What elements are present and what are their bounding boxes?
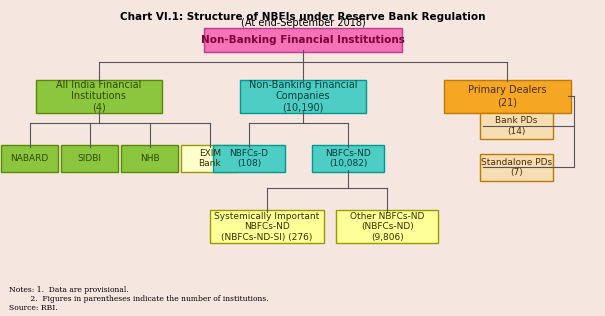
FancyBboxPatch shape — [121, 145, 178, 172]
Text: Notes: 1.  Data are provisional.
         2.  Figures in parentheses indicate th: Notes: 1. Data are provisional. 2. Figur… — [8, 286, 268, 313]
FancyBboxPatch shape — [61, 145, 118, 172]
FancyBboxPatch shape — [36, 80, 162, 112]
Text: All India Financial
Institutions
(4): All India Financial Institutions (4) — [56, 80, 142, 113]
FancyBboxPatch shape — [336, 210, 438, 243]
FancyBboxPatch shape — [240, 80, 366, 112]
FancyBboxPatch shape — [213, 145, 285, 172]
Text: EXIM
Bank: EXIM Bank — [198, 149, 221, 168]
Text: Non-Banking Financial Institutions: Non-Banking Financial Institutions — [201, 35, 405, 45]
FancyBboxPatch shape — [444, 80, 571, 112]
FancyBboxPatch shape — [182, 145, 238, 172]
Text: Standalone PDs
(7): Standalone PDs (7) — [481, 158, 552, 177]
Text: NHB: NHB — [140, 154, 160, 163]
Text: (At end-September 2018): (At end-September 2018) — [241, 18, 365, 28]
FancyBboxPatch shape — [480, 154, 552, 181]
FancyBboxPatch shape — [204, 28, 402, 52]
Text: NABARD: NABARD — [10, 154, 49, 163]
FancyBboxPatch shape — [210, 210, 324, 243]
FancyBboxPatch shape — [312, 145, 384, 172]
Text: Non-Banking Financial
Companies
(10,190): Non-Banking Financial Companies (10,190) — [249, 80, 358, 113]
FancyBboxPatch shape — [480, 112, 552, 139]
Text: Systemically Important
NBFCs-ND
(NBFCs-ND-SI) (276): Systemically Important NBFCs-ND (NBFCs-N… — [214, 212, 319, 242]
Text: Primary Dealers
(21): Primary Dealers (21) — [468, 86, 547, 107]
Text: Chart VI.1: Structure of NBFIs under Reserve Bank Regulation: Chart VI.1: Structure of NBFIs under Res… — [120, 12, 486, 22]
FancyBboxPatch shape — [1, 145, 58, 172]
Text: Other NBFCs-ND
(NBFCs-ND)
(9,806): Other NBFCs-ND (NBFCs-ND) (9,806) — [350, 212, 425, 242]
Text: SIDBI: SIDBI — [77, 154, 102, 163]
Text: NBFCs-ND
(10,082): NBFCs-ND (10,082) — [325, 149, 371, 168]
Text: NBFCs-D
(108): NBFCs-D (108) — [229, 149, 269, 168]
Text: Bank PDs
(14): Bank PDs (14) — [495, 116, 538, 136]
